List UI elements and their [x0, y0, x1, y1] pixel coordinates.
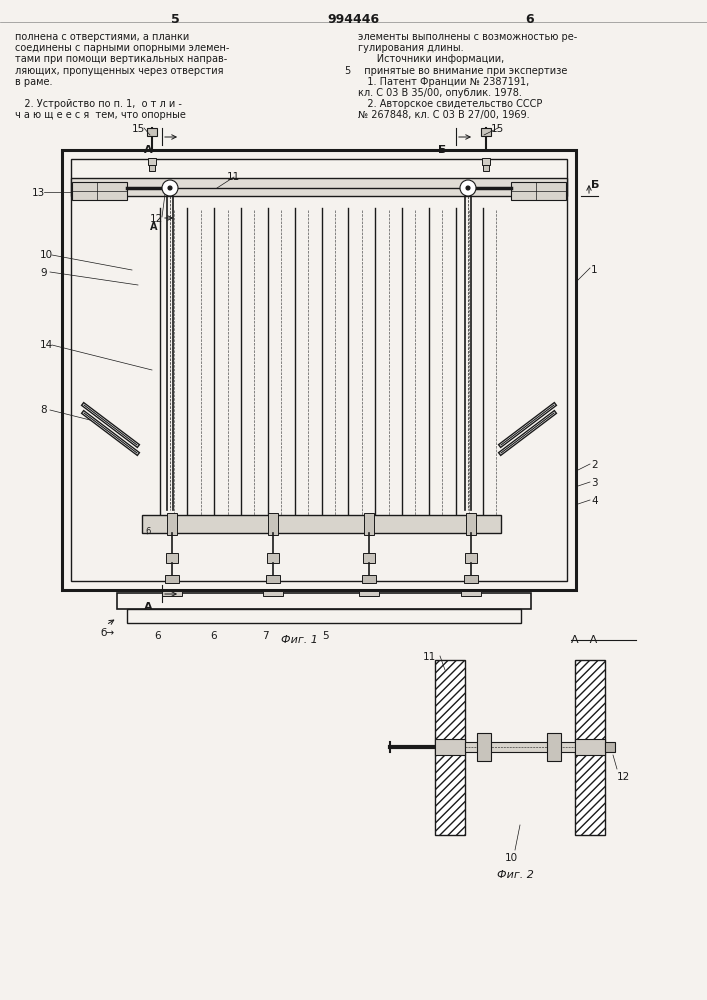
Text: 10: 10	[505, 853, 518, 863]
Text: 2. Устройство по п. 1,  о т л и -: 2. Устройство по п. 1, о т л и -	[15, 99, 182, 109]
Bar	[435, 739, 465, 755]
Bar	[482, 158, 490, 165]
Text: гулирования длины.: гулирования длины.	[358, 43, 464, 53]
Bar	[148, 158, 156, 165]
Text: 994446: 994446	[327, 13, 379, 26]
Bar	[268, 513, 278, 535]
Text: элементы выполнены с возможностью ре-: элементы выполнены с возможностью ре-	[358, 32, 577, 42]
Bar	[362, 575, 376, 583]
Text: 11: 11	[227, 172, 240, 182]
Circle shape	[460, 180, 476, 196]
Bar	[165, 575, 179, 583]
Bar	[71, 159, 567, 581]
Bar	[142, 515, 501, 533]
Bar	[481, 128, 491, 136]
Text: 6: 6	[526, 13, 534, 26]
Text: Б: Б	[438, 145, 446, 155]
Bar	[465, 553, 477, 563]
Text: 1: 1	[591, 265, 597, 275]
Text: А: А	[144, 145, 153, 155]
Text: в раме.: в раме.	[15, 77, 52, 87]
Text: А - А: А - А	[571, 635, 597, 645]
Text: 5: 5	[344, 66, 350, 76]
Text: кл. С 03 В 35/00, опублик. 1978.: кл. С 03 В 35/00, опублик. 1978.	[358, 88, 522, 98]
Bar	[149, 165, 155, 171]
Bar	[72, 182, 127, 200]
Text: 12: 12	[617, 772, 630, 782]
Text: Б: Б	[591, 180, 600, 190]
Text: 7: 7	[262, 631, 269, 641]
Bar	[71, 178, 567, 196]
Bar	[575, 660, 605, 835]
Text: 12: 12	[150, 214, 163, 224]
Text: тами при помощи вертикальных направ-: тами при помощи вертикальных направ-	[15, 54, 227, 64]
Bar	[359, 591, 379, 596]
Bar	[461, 591, 481, 596]
Bar	[117, 593, 531, 609]
Bar	[466, 513, 476, 535]
Text: А: А	[150, 222, 158, 232]
Bar	[363, 553, 375, 563]
Text: 5: 5	[322, 631, 329, 641]
Text: 14: 14	[40, 340, 53, 350]
Text: 10: 10	[40, 250, 53, 260]
Bar	[62, 150, 576, 590]
Bar	[364, 513, 374, 535]
Bar	[162, 591, 182, 596]
Text: Источники информации,: Источники информации,	[358, 54, 504, 64]
Bar	[147, 205, 496, 525]
Bar	[575, 739, 605, 755]
Text: соединены с парными опорными элемен-: соединены с парными опорными элемен-	[15, 43, 229, 53]
Text: 2: 2	[591, 460, 597, 470]
Text: 6: 6	[145, 527, 151, 536]
Text: № 267848, кл. С 03 В 27/00, 1969.: № 267848, кл. С 03 В 27/00, 1969.	[358, 110, 530, 120]
Bar	[166, 553, 178, 563]
Text: 5: 5	[170, 13, 180, 26]
Bar	[435, 660, 465, 835]
Text: А: А	[144, 602, 153, 612]
Circle shape	[466, 186, 470, 190]
Bar	[167, 513, 177, 535]
Text: полнена с отверстиями, а планки: полнена с отверстиями, а планки	[15, 32, 189, 42]
Text: 8: 8	[40, 405, 47, 415]
Text: 15: 15	[132, 124, 145, 134]
Bar	[263, 591, 283, 596]
Bar	[511, 182, 566, 200]
Bar	[605, 742, 615, 752]
Bar	[465, 742, 575, 752]
Circle shape	[162, 180, 178, 196]
Text: 4: 4	[591, 496, 597, 506]
Text: 2. Авторское свидетельство СССР: 2. Авторское свидетельство СССР	[358, 99, 542, 109]
Bar	[266, 575, 280, 583]
Text: принятые во внимание при экспертизе: принятые во внимание при экспертизе	[358, 66, 568, 76]
Bar	[477, 733, 491, 761]
Text: 13: 13	[32, 188, 45, 198]
Bar	[464, 575, 478, 583]
Text: ч а ю щ е е с я  тем, что опорные: ч а ю щ е е с я тем, что опорные	[15, 110, 186, 120]
Bar	[483, 165, 489, 171]
Text: ляющих, пропущенных через отверстия: ляющих, пропущенных через отверстия	[15, 66, 223, 76]
Text: 15: 15	[491, 124, 504, 134]
Text: 3: 3	[591, 478, 597, 488]
Text: →: →	[106, 628, 114, 638]
Text: Фиг. 1: Фиг. 1	[281, 635, 317, 645]
Text: Фиг. 2: Фиг. 2	[496, 870, 534, 880]
Bar	[127, 609, 521, 623]
Text: 1. Патент Франции № 2387191,: 1. Патент Франции № 2387191,	[358, 77, 530, 87]
Bar	[547, 733, 561, 761]
Text: 11: 11	[423, 652, 436, 662]
Text: 6: 6	[210, 631, 216, 641]
Text: 9: 9	[40, 268, 47, 278]
Circle shape	[168, 186, 172, 190]
Text: б: б	[100, 628, 106, 638]
Bar	[267, 553, 279, 563]
Bar	[147, 128, 157, 136]
Text: 6: 6	[154, 631, 160, 641]
